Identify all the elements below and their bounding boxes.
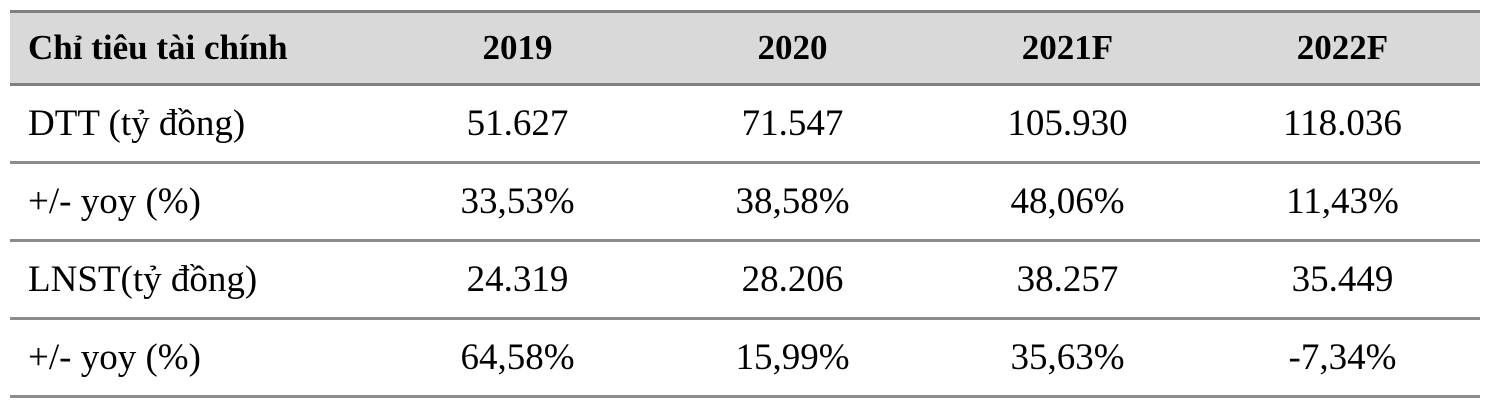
value-cell: 35,63%	[1010, 337, 1125, 378]
value-cell: 11,43%	[1286, 181, 1399, 222]
header-cell: 2020	[757, 28, 828, 67]
value-cell: 105.930	[1007, 103, 1128, 144]
value-cell: -7,34%	[1288, 337, 1397, 378]
value-cell: 38,58%	[735, 181, 850, 222]
header-cell: 2022F	[1296, 28, 1389, 67]
header-cell: 2019	[482, 28, 553, 67]
value-cell: 15,99%	[735, 337, 850, 378]
header-cell: Chỉ tiêu tài chính	[28, 28, 288, 67]
value-cell: 28.206	[741, 259, 844, 300]
row-label: +/- yoy (%)	[28, 181, 201, 222]
row-label: LNST(tỷ đồng)	[28, 259, 258, 300]
value-cell: 38.257	[1016, 259, 1119, 300]
table-header: Chỉ tiêu tài chính 2019 2020 2021F 2022F	[10, 11, 1480, 85]
value-cell: 118.036	[1283, 103, 1402, 144]
table-row: +/- yoy (%) 64,58% 15,99% 35,63% -7,34%	[10, 319, 1480, 397]
value-cell: 64,58%	[460, 337, 575, 378]
row-label: DTT (tỷ đồng)	[28, 103, 246, 144]
value-cell: 48,06%	[1010, 181, 1125, 222]
table-row: LNST(tỷ đồng) 24.319 28.206 38.257 35.449	[10, 241, 1480, 319]
value-cell: 51.627	[466, 103, 569, 144]
value-cell: 24.319	[466, 259, 569, 300]
value-cell: 71.547	[741, 103, 844, 144]
value-cell: 33,53%	[460, 181, 575, 222]
header-cell: 2021F	[1021, 28, 1114, 67]
table-row: DTT (tỷ đồng) 51.627 71.547 105.930 118.036	[10, 85, 1480, 163]
table-body: DTT (tỷ đồng) 51.627 71.547 105.930 118.036 +…	[10, 85, 1480, 397]
row-label: +/- yoy (%)	[28, 337, 201, 378]
value-cell: 35.449	[1291, 259, 1394, 300]
header-row: Chỉ tiêu tài chính 2019 2020 2021F 2022F	[10, 11, 1480, 85]
table-row: +/- yoy (%) 33,53% 38,58% 48,06% 11,43%	[10, 163, 1480, 241]
financial-table: Chỉ tiêu tài chính 2019 2020 2021F 2022F…	[10, 10, 1480, 398]
